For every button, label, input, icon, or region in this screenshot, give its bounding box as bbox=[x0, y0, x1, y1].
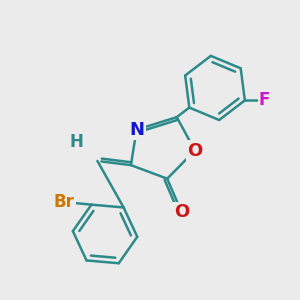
Text: N: N bbox=[129, 121, 144, 139]
Text: F: F bbox=[259, 92, 270, 110]
Text: O: O bbox=[187, 142, 202, 160]
Text: H: H bbox=[70, 133, 83, 151]
Text: Br: Br bbox=[54, 193, 75, 211]
Text: O: O bbox=[174, 203, 189, 221]
